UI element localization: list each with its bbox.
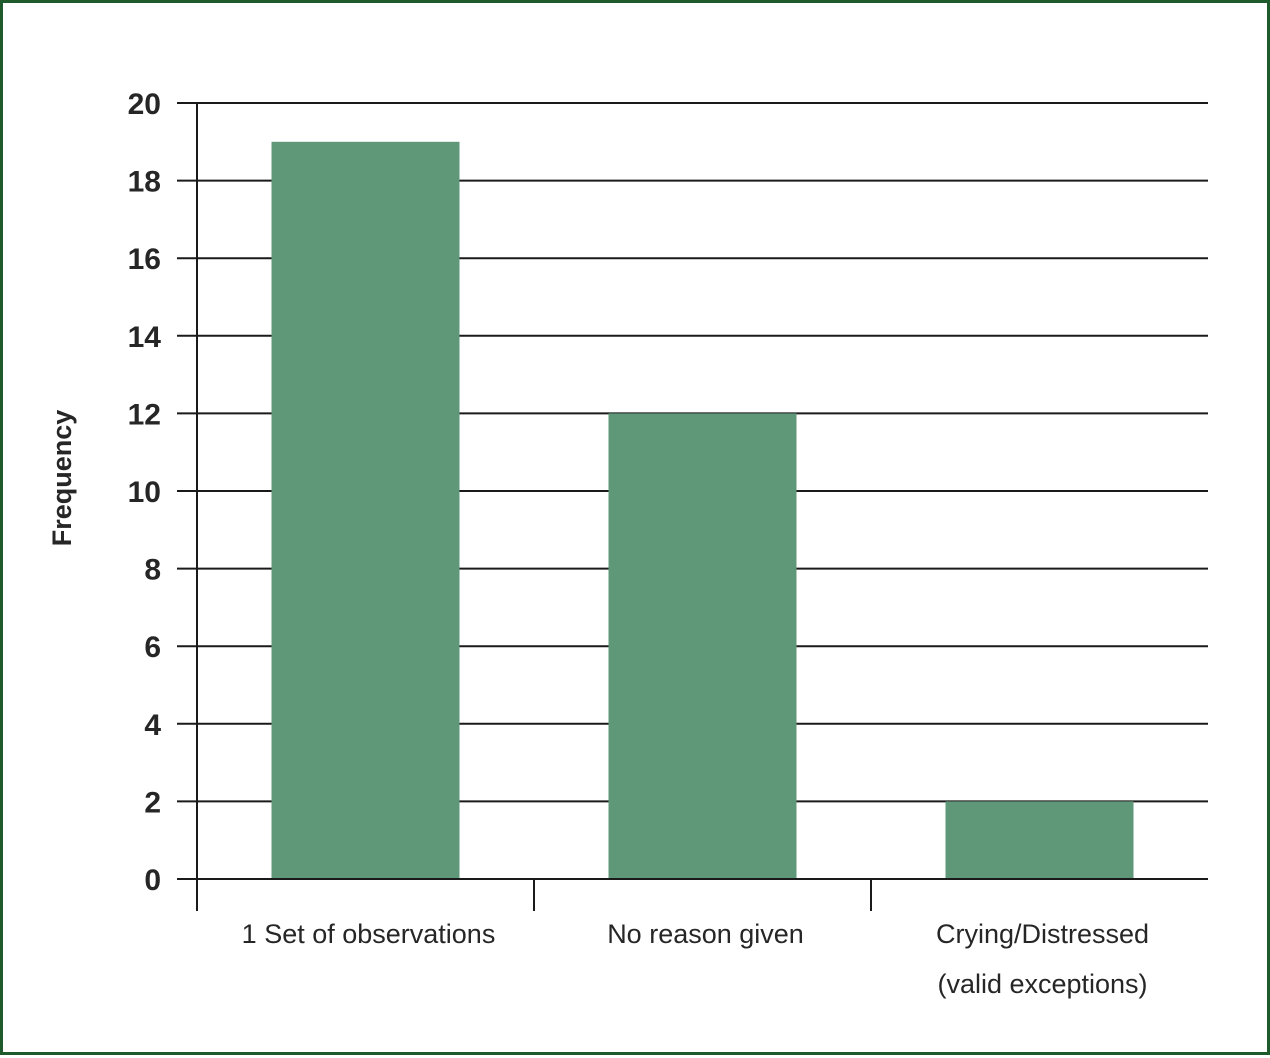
axes [177,102,1208,911]
x-category-label: No reason given [607,919,804,949]
y-tick-label: 16 [128,243,161,276]
y-tick-label: 0 [144,864,161,897]
x-category-label: (valid exceptions) [937,969,1147,999]
y-axis-title: Frequency [47,410,77,547]
y-tick-label: 2 [144,786,161,819]
labels: 0 2 4 6 8 10 12 14 16 18 20 1 Set of observations No… [128,88,1149,999]
y-tick-label: 14 [128,321,162,354]
y-tick-label: 10 [128,476,161,509]
y-tick-label: 20 [128,88,161,121]
y-tick-label: 6 [144,631,161,664]
y-tick-label: 18 [128,166,161,199]
y-tick-label: 8 [144,554,161,587]
bar-chart: 0 2 4 6 8 10 12 14 16 18 20 1 Set of observations No… [47,88,1208,999]
x-category-label: 1 Set of observations [242,919,496,949]
bar [271,141,460,880]
y-tick-label: 4 [144,709,161,742]
bars [271,141,1134,880]
y-tick-label: 12 [128,398,161,431]
bar [608,413,797,879]
x-category-label: Crying/Distressed [936,919,1149,949]
bar [945,801,1134,879]
